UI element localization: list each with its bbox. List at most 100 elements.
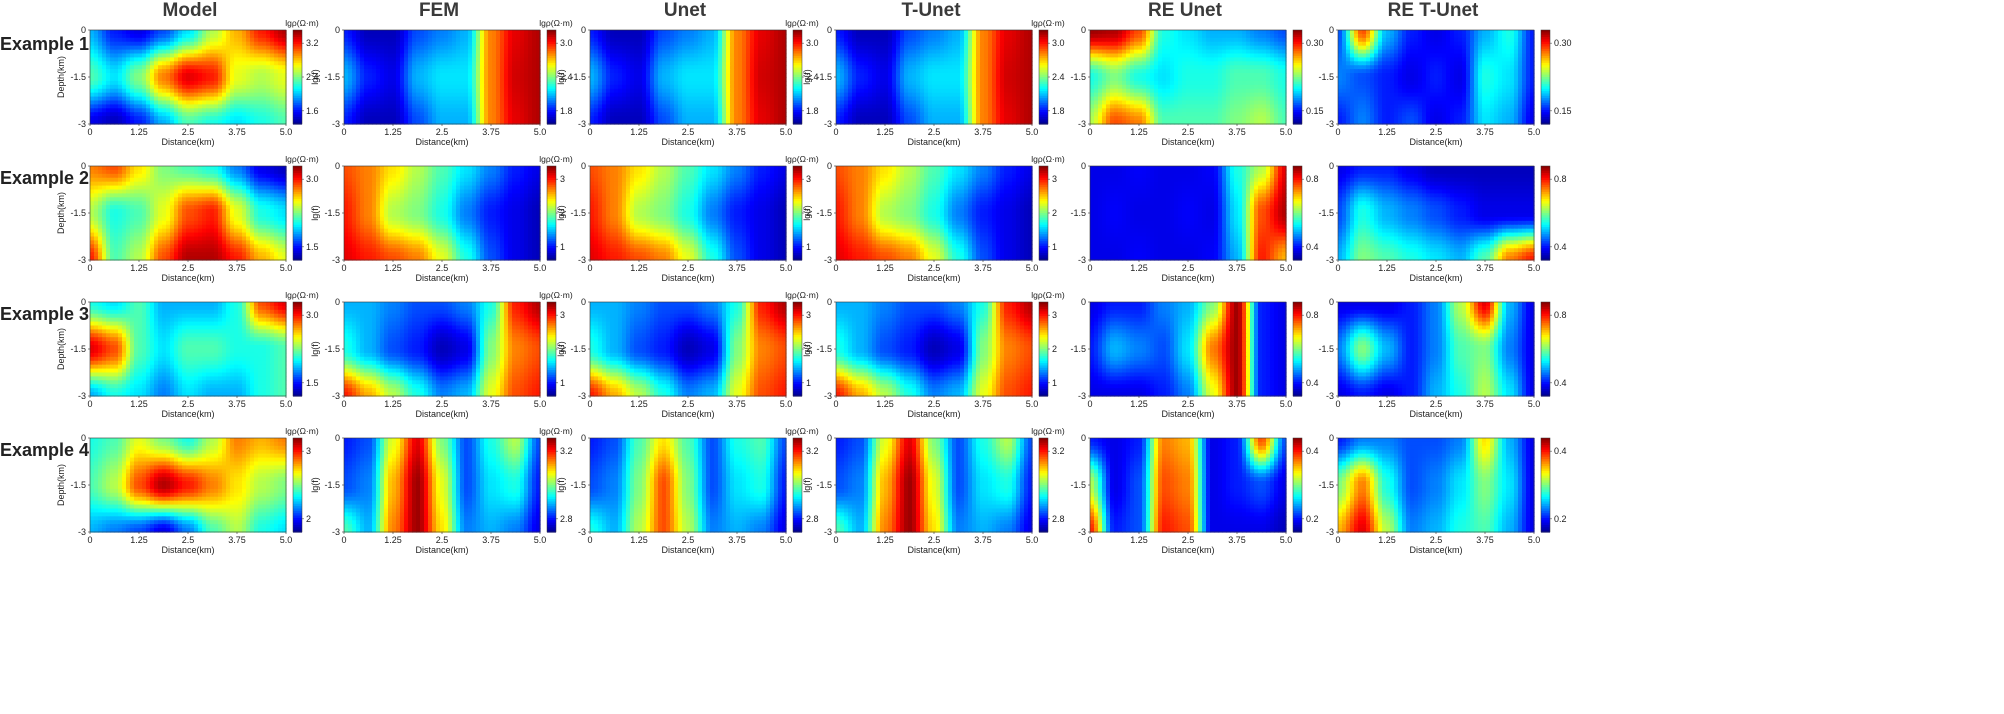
heatmap-cell	[940, 77, 945, 82]
heatmap-cell	[452, 92, 457, 98]
heatmap-cell	[262, 77, 267, 82]
heatmap-cell	[952, 61, 957, 66]
heatmap-cell	[94, 45, 99, 51]
heatmap-cell	[126, 73, 131, 78]
heatmap-cell	[412, 104, 417, 109]
heatmap-cell	[364, 96, 369, 102]
heatmap-cell	[912, 96, 917, 102]
heatmap-cell	[142, 57, 147, 62]
heatmap-cell	[368, 116, 373, 121]
heatmap-cell	[864, 84, 869, 90]
heatmap-cell	[836, 73, 841, 78]
heatmap-cell	[766, 49, 771, 55]
heatmap-cell	[114, 65, 119, 70]
heatmap-cell	[618, 84, 623, 90]
heatmap-cell	[246, 49, 251, 55]
heatmap-cell	[234, 104, 239, 109]
heatmap-cell	[102, 33, 107, 39]
heatmap-cell	[622, 88, 627, 94]
heatmap-cell	[532, 49, 537, 55]
heatmap-cell	[682, 73, 687, 78]
heatmap-cell	[484, 120, 489, 125]
heatmap-cell	[722, 100, 727, 106]
heatmap-cell	[194, 41, 199, 47]
heatmap-cell	[618, 104, 623, 109]
heatmap-cell	[278, 112, 283, 117]
heatmap-cell	[282, 120, 287, 125]
heatmap-cell	[352, 45, 357, 51]
heatmap-cell	[912, 77, 917, 82]
heatmap-cell	[880, 112, 885, 117]
heatmap-cell	[670, 65, 675, 70]
heatmap-cell	[758, 57, 763, 62]
heatmap-cell	[944, 92, 949, 98]
heatmap-cell	[1016, 61, 1021, 66]
heatmap-cell	[178, 73, 183, 78]
heatmap-cell	[242, 120, 247, 125]
heatmap-cell	[114, 37, 119, 43]
heatmap-cell	[1230, 37, 1235, 43]
heatmap-cell	[456, 45, 461, 51]
heatmap-cell	[602, 69, 607, 74]
heatmap-cell	[852, 80, 857, 86]
heatmap-cell	[524, 108, 529, 113]
heatmap-cell	[884, 30, 889, 35]
heatmap-cell	[360, 112, 365, 117]
heatmap-cell	[912, 37, 917, 43]
heatmap-cell	[1020, 116, 1025, 121]
heatmap-cell	[282, 100, 287, 106]
heatmap-cell	[610, 108, 615, 113]
heatmap-cell	[1106, 41, 1111, 47]
heatmap-cell	[976, 84, 981, 90]
heatmap-cell	[598, 57, 603, 62]
heatmap-cell	[920, 33, 925, 39]
heatmap-cell	[876, 116, 881, 121]
heatmap-cell	[928, 100, 933, 106]
heatmap-cell	[590, 120, 595, 125]
heatmap-cell	[678, 77, 683, 82]
heatmap-cell	[976, 41, 981, 47]
heatmap-cell	[714, 100, 719, 106]
heatmap-cell	[360, 61, 365, 66]
heatmap-cell	[472, 77, 477, 82]
heatmap-cell	[618, 30, 623, 35]
heatmap-cell	[1178, 41, 1183, 47]
heatmap-cell	[122, 108, 127, 113]
heatmap-cell	[952, 108, 957, 113]
heatmap-cell	[1246, 37, 1251, 43]
heatmap-cell	[420, 112, 425, 117]
heatmap-cell	[1198, 30, 1203, 35]
heatmap-cell	[134, 116, 139, 121]
heatmap-cell	[138, 61, 143, 66]
heatmap-cell	[666, 49, 671, 55]
heatmap-cell	[694, 116, 699, 121]
heatmap-cell	[662, 33, 667, 39]
heatmap-cell	[364, 33, 369, 39]
heatmap-cell	[872, 57, 877, 62]
heatmap-cell	[610, 53, 615, 59]
heatmap-cell	[634, 120, 639, 125]
heatmap-cell	[356, 108, 361, 113]
heatmap-cell	[916, 108, 921, 113]
heatmap-cell	[448, 37, 453, 43]
heatmap-cell	[742, 37, 747, 43]
heatmap-cell	[750, 33, 755, 39]
heatmap-cell	[1016, 104, 1021, 109]
heatmap-cell	[750, 41, 755, 47]
heatmap-cell	[106, 30, 111, 35]
heatmap-cell	[920, 100, 925, 106]
heatmap-cell	[968, 120, 973, 125]
heatmap-cell	[380, 104, 385, 109]
heatmap-cell	[278, 77, 283, 82]
heatmap-cell	[662, 45, 667, 51]
heatmap-cell	[992, 80, 997, 86]
x-axis-label: Distance(km)	[907, 137, 960, 147]
heatmap-cell	[762, 45, 767, 51]
heatmap-cell	[126, 45, 131, 51]
heatmap-cell	[476, 37, 481, 43]
heatmap-cell	[944, 65, 949, 70]
heatmap-cell	[746, 53, 751, 59]
heatmap-cell	[662, 37, 667, 43]
heatmap-cell	[746, 104, 751, 109]
heatmap-cell	[1150, 37, 1155, 43]
